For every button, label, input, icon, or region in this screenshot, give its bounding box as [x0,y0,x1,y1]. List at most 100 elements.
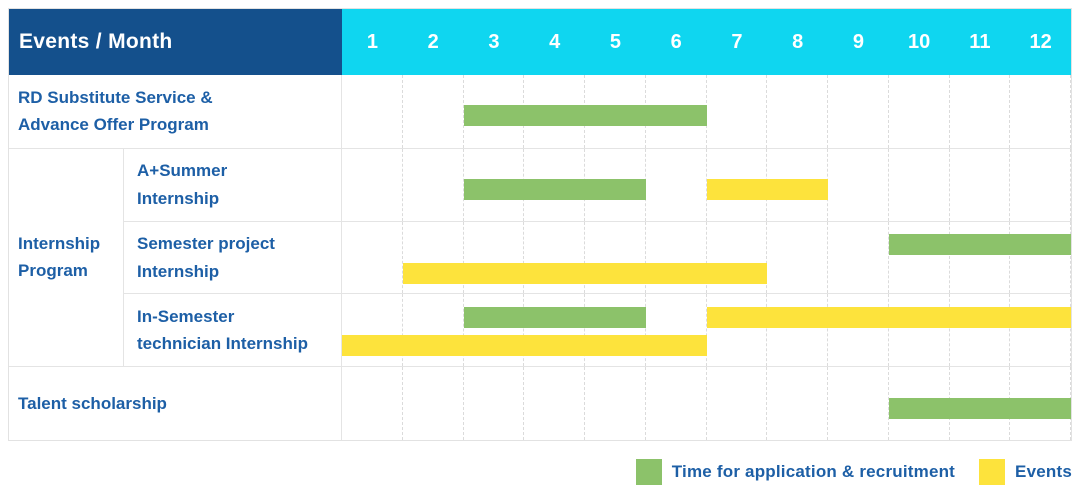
month-header-row: 1 2 3 4 5 6 7 8 9 10 11 12 [342,9,1071,75]
month-grid-cell [342,75,403,148]
month-grid-cell [1010,221,1071,294]
month-grid-cell [524,367,585,440]
legend-label: Time for application & recruitment [671,462,956,481]
month-header-cell: 7 [731,30,743,53]
month-grid-cell [342,221,403,294]
schedule-table: Events / Month 1 2 3 4 5 6 7 8 9 10 11 12 RD Substi… [8,8,1072,441]
month-grid-cell [1010,294,1071,367]
row-label: RD Substitute Service & Advance Offer Pr… [9,75,342,148]
month-header-cell: 6 [670,30,682,53]
month-grid-cell [889,221,950,294]
month-grid-cell [524,221,585,294]
legend-label: Events [1015,462,1072,481]
month-grid-cell [464,221,525,294]
month-header-cell: 9 [852,30,864,53]
gantt-bar-green [888,233,1071,255]
month-grid-cell [403,221,464,294]
month-grid-cell [950,294,1011,367]
month-grid-cell [950,75,1011,148]
month-grid-cell [707,75,768,148]
month-grid-cell [403,148,464,221]
gantt-bar-green [463,105,707,127]
month-grid [342,221,1071,294]
month-grid-cell [342,148,403,221]
sub-row-label: Semester project Internship [124,221,342,294]
month-grid-cell [464,367,525,440]
month-grid-cell [646,294,707,367]
month-grid-cell [585,294,646,367]
gantt-bar-yellow [402,262,768,284]
month-grid-cell [1010,75,1071,148]
month-grid-cell [403,294,464,367]
table-body: RD Substitute Service & Advance Offer Pr… [9,75,1071,440]
month-grid-cell [707,367,768,440]
legend-swatch-green [635,459,662,485]
month-grid-cell [828,148,889,221]
month-grid [342,75,1071,148]
month-grid-cell [950,148,1011,221]
month-grid-cell [646,367,707,440]
month-grid-cell [828,75,889,148]
month-grid-cell [464,294,525,367]
sub-row-label: A+Summer Internship [124,148,342,221]
legend-item: Time for application & recruitment [635,459,956,485]
month-grid-cell [646,221,707,294]
month-header-cell: 2 [427,30,439,53]
month-header-cell: 10 [908,30,931,53]
group-subrows: A+Summer Internship Semester project Inte… [124,148,1071,367]
table-row-group: Internship Program A+Summer Internship Sem… [9,147,1071,367]
gantt-bar-green [463,306,646,328]
month-header-cell: 12 [1029,30,1052,53]
row-label: Talent scholarship [9,367,342,440]
month-grid [342,294,1071,367]
month-header-cell: 4 [549,30,561,53]
month-grid-cell [828,221,889,294]
table-row: Semester project Internship [124,220,1071,294]
table-row: A+Summer Internship [124,148,1071,221]
month-grid-cell [767,294,828,367]
month-grid-cell [767,367,828,440]
events-month-header-cell: Events / Month [9,9,342,75]
gantt-bar-yellow [706,178,828,200]
month-header-cell: 8 [792,30,804,53]
month-grid-cell [403,75,464,148]
gantt-bar-green [888,397,1071,419]
month-grid-cell [646,148,707,221]
group-label: Internship Program [9,148,124,367]
gantt-bar-yellow [706,306,1071,328]
month-grid [342,367,1071,440]
month-grid-cell [950,221,1011,294]
sub-row-label: In-Semester technician Internship [124,294,342,367]
month-grid [342,148,1071,221]
month-grid-cell [707,294,768,367]
legend-swatch-yellow [979,459,1006,485]
table-row: In-Semester technician Internship [124,293,1071,367]
legend: Time for application & recruitment Events [635,459,1072,485]
month-grid-cell [524,294,585,367]
month-header-cell: 3 [488,30,500,53]
month-grid-cell [342,294,403,367]
month-grid-cell [1010,148,1071,221]
month-grid-cell [342,367,403,440]
legend-item: Events [979,459,1072,485]
gantt-bar-green [463,178,646,200]
month-header-cell: 1 [366,30,378,53]
month-grid-cell [767,221,828,294]
month-grid-cell [403,367,464,440]
month-grid-cell [889,148,950,221]
month-grid-cell [707,221,768,294]
month-grid-cell [889,294,950,367]
table-row: RD Substitute Service & Advance Offer Pr… [9,75,1071,148]
month-header-cell: 11 [969,30,991,53]
table-row: Talent scholarship [9,366,1071,440]
month-grid-cell [585,221,646,294]
month-grid-cell [889,75,950,148]
month-grid-cell [828,367,889,440]
table-header-row: Events / Month 1 2 3 4 5 6 7 8 9 10 11 12 [9,9,1071,75]
month-header-cell: 5 [609,30,621,53]
gantt-bar-yellow [342,335,707,357]
month-grid-cell [828,294,889,367]
month-grid-cell [585,367,646,440]
month-grid-cell [767,75,828,148]
